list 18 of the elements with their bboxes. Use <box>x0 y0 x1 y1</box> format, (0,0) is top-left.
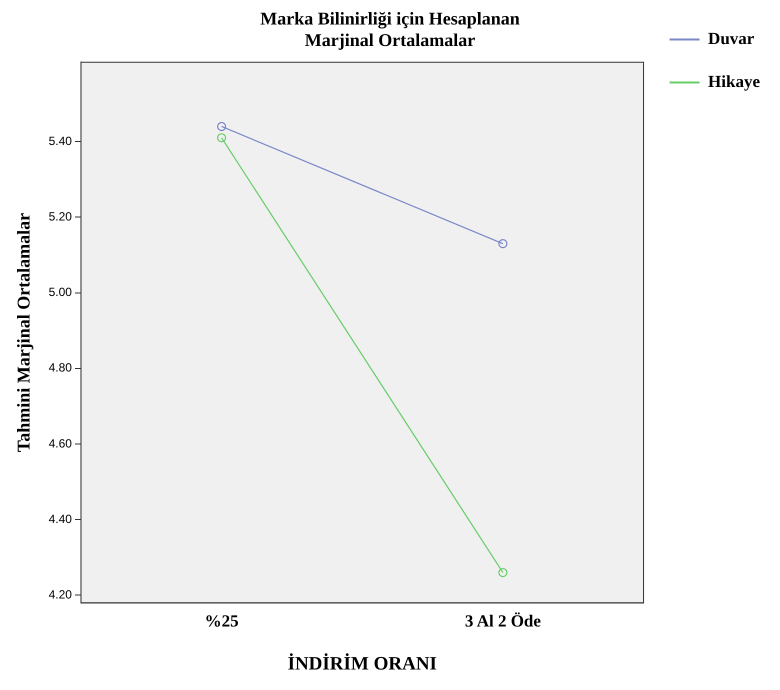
y-tick-label: 4.60 <box>48 436 72 450</box>
y-tick-label: 4.40 <box>48 512 72 526</box>
y-tick-label: 4.80 <box>48 360 72 375</box>
point <box>498 239 508 248</box>
y-tick-label: 5.00 <box>48 285 72 300</box>
point <box>498 568 508 578</box>
y-tick-label: 5.20 <box>48 210 72 224</box>
point <box>217 133 226 142</box>
x-tick-label: %25 <box>204 611 239 630</box>
x-axis-title: İNDİRİM ORANI <box>288 652 437 675</box>
legend-label: Hikaye <box>708 72 760 91</box>
point <box>217 122 226 132</box>
x-tick-label: 3 Al 2 Öde <box>464 611 542 630</box>
y-axis-title: Tahmini Marjinal Ortalamalar <box>13 212 34 452</box>
y-tick-label: 5.40 <box>48 134 72 148</box>
legend-label: Duvar <box>708 28 755 48</box>
y-tick-label: 4.20 <box>48 588 72 602</box>
chart-title: Marka Bilinirliği için Hesaplanan Marjinal Ortalamalar <box>260 8 520 50</box>
